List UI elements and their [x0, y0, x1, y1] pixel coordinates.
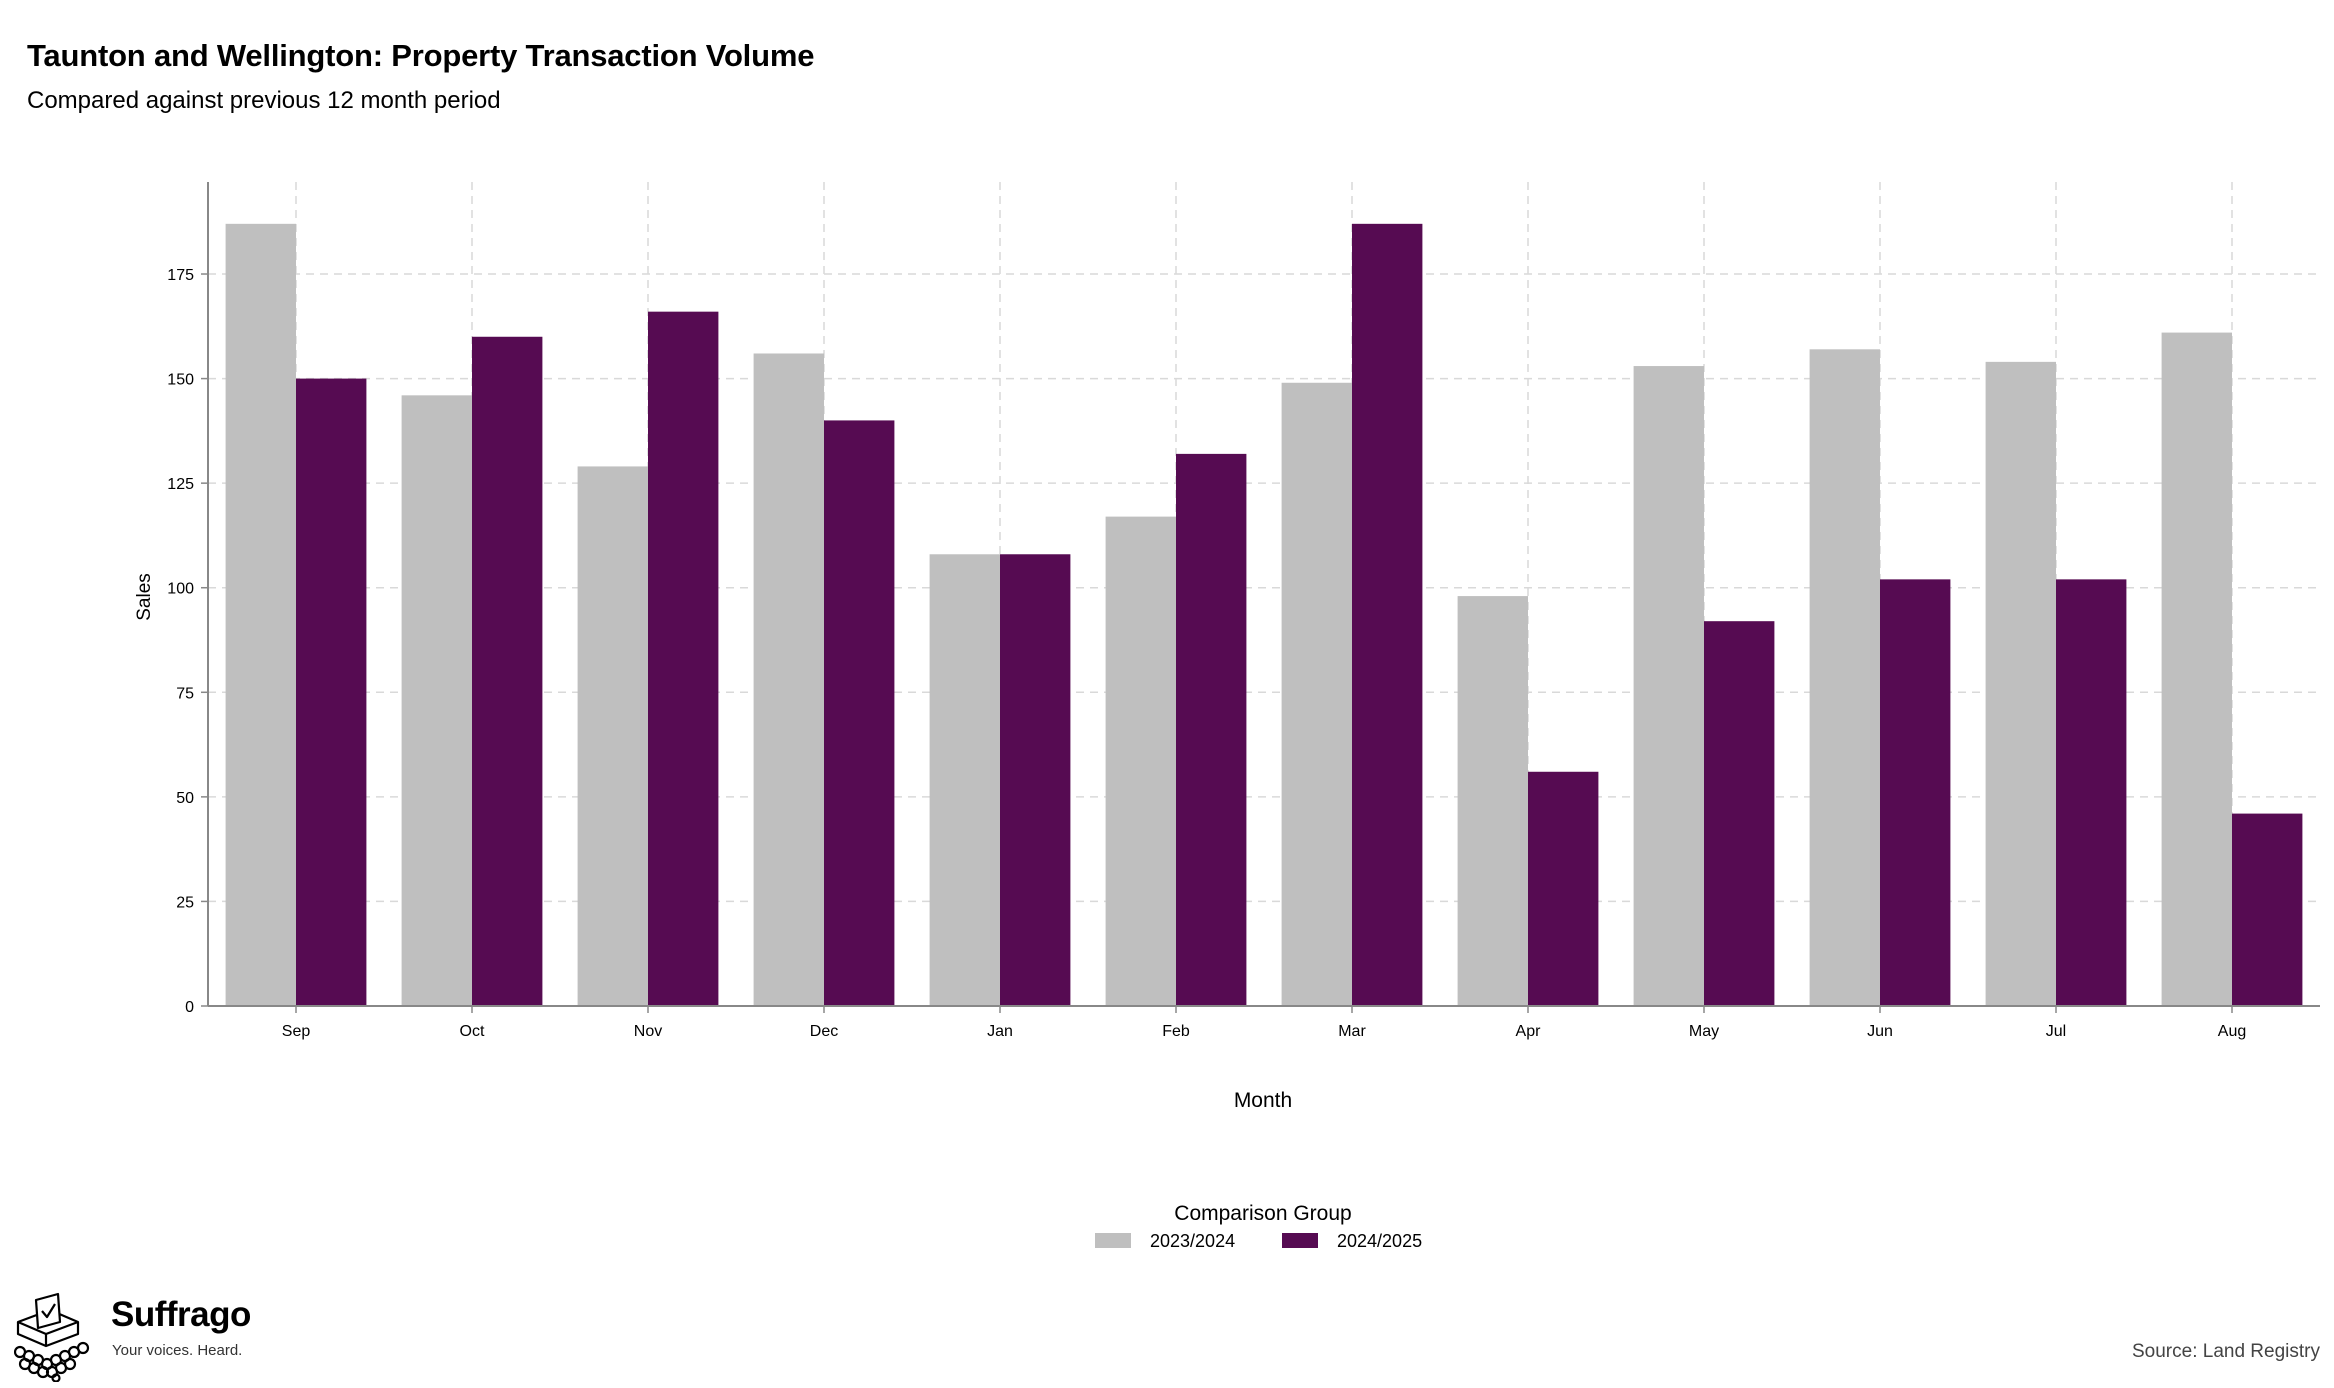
- bar-current-nov: [648, 311, 719, 1006]
- bar-previous-apr: [1457, 596, 1528, 1006]
- bar-current-jun: [1880, 579, 1951, 1006]
- brand-name: Suffrago: [111, 1295, 251, 1334]
- bar-previous-dec: [753, 353, 824, 1006]
- bar-current-apr: [1528, 771, 1599, 1006]
- chart-title: Taunton and Wellington: Property Transac…: [27, 38, 815, 73]
- legend-label: 2023/2024: [1150, 1231, 1235, 1251]
- x-tick-label: Sep: [282, 1023, 311, 1040]
- bar-current-oct: [472, 336, 543, 1006]
- legend-swatch: [1282, 1233, 1318, 1248]
- bar-previous-aug: [2161, 332, 2232, 1006]
- bar-current-feb: [1176, 453, 1247, 1006]
- x-tick-label: Mar: [1338, 1023, 1366, 1040]
- x-tick-label: Oct: [460, 1023, 485, 1040]
- bar-current-jan: [1000, 554, 1071, 1006]
- bar-current-mar: [1352, 223, 1423, 1007]
- bar-current-sep: [296, 378, 367, 1006]
- bar-previous-nov: [577, 466, 648, 1006]
- bar-previous-may: [1633, 366, 1704, 1006]
- y-axis-label: Sales: [134, 573, 155, 621]
- bar-previous-jul: [1985, 361, 2056, 1006]
- x-tick-label: Feb: [1162, 1023, 1190, 1040]
- brand-logo: Suffrago Your voices. Heard.: [13, 1292, 314, 1383]
- x-tick-label: Apr: [1516, 1023, 1542, 1040]
- x-tick-label: May: [1689, 1023, 1719, 1040]
- source-note: Source: Land Registry: [2132, 1341, 2320, 1362]
- x-tick-label: Nov: [634, 1023, 662, 1040]
- ballot-box-icon: [13, 1292, 90, 1383]
- y-axis-ticks: 0 25 50 75 100 125 150 175: [167, 267, 208, 1016]
- legend-title: Comparison Group: [1174, 1202, 1351, 1225]
- bar-previous-oct: [401, 395, 472, 1006]
- bar-previous-jun: [1809, 349, 1880, 1006]
- bar-previous-jan: [929, 554, 1000, 1006]
- axes: [207, 182, 2320, 1007]
- bar-previous-mar: [1281, 382, 1352, 1006]
- y-tick-label: 0: [185, 999, 194, 1016]
- x-axis-ticks: Sep Oct Nov Dec Jan Feb Mar Apr May Jun Jul Aug: [282, 1006, 2246, 1040]
- y-tick-label: 100: [167, 581, 194, 598]
- legend: 2023/2024 2024/2025: [1095, 1231, 1422, 1251]
- y-tick-label: 25: [176, 894, 194, 911]
- chart-subtitle: Compared against previous 12 month perio…: [27, 87, 501, 114]
- bars: [225, 223, 2303, 1007]
- y-tick-label: 175: [167, 267, 194, 284]
- x-tick-label: Jan: [987, 1023, 1013, 1040]
- bar-previous-sep: [225, 223, 296, 1007]
- brand-tagline: Your voices. Heard.: [112, 1342, 243, 1359]
- x-tick-label: Aug: [2218, 1023, 2246, 1040]
- y-tick-label: 125: [167, 476, 194, 493]
- x-axis-label: Month: [1234, 1089, 1292, 1112]
- y-tick-label: 150: [167, 372, 194, 389]
- y-tick-label: 50: [176, 790, 194, 807]
- x-tick-label: Jun: [1867, 1023, 1893, 1040]
- legend-swatch: [1095, 1233, 1131, 1248]
- bar-current-dec: [824, 420, 895, 1006]
- bar-previous-feb: [1105, 516, 1176, 1006]
- x-tick-label: Dec: [810, 1023, 838, 1040]
- y-tick-label: 75: [176, 685, 194, 702]
- legend-label: 2024/2025: [1337, 1231, 1422, 1251]
- bar-current-may: [1704, 621, 1775, 1006]
- bar-current-aug: [2232, 813, 2303, 1006]
- bar-current-jul: [2056, 579, 2127, 1006]
- x-tick-label: Jul: [2046, 1023, 2066, 1040]
